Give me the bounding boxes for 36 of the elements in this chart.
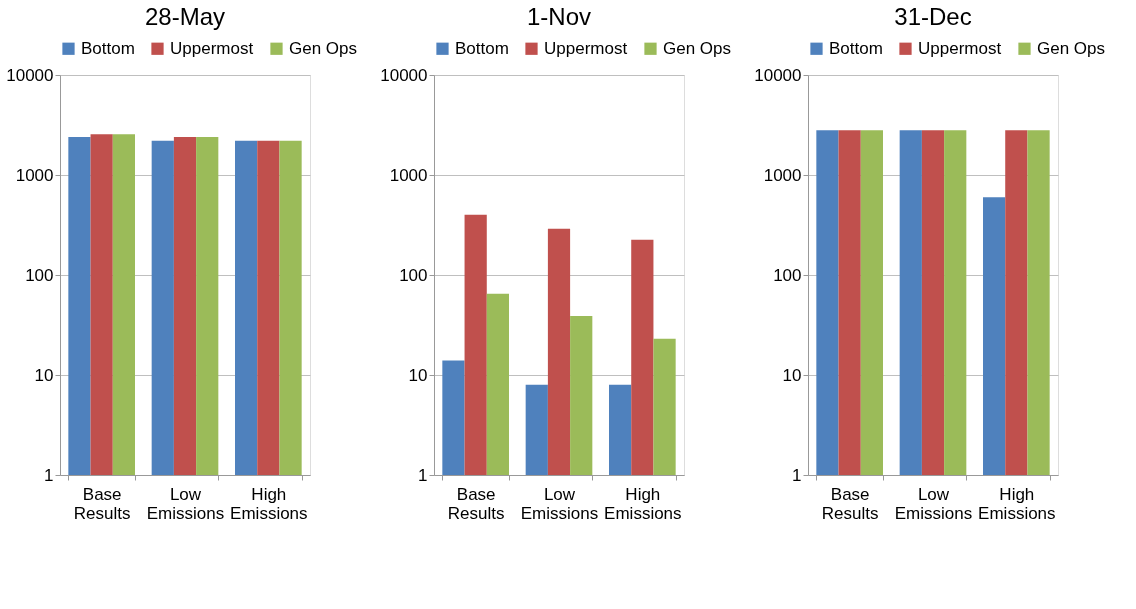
x-tick-label: Base Results — [447, 484, 505, 523]
y-tick-label: 10000 — [380, 65, 428, 85]
chart-title: 28-May — [144, 3, 226, 30]
y-tick-label: 1000 — [389, 165, 428, 185]
x-tick-label: High Emissions — [978, 484, 1056, 523]
legend-label: Uppermost — [544, 38, 628, 58]
x-tick-label: Base Results — [821, 484, 879, 523]
legend-label: Bottom — [829, 38, 883, 58]
y-tick-label: 100 — [25, 265, 54, 285]
legend-label: Bottom — [81, 38, 135, 58]
legend-label: Gen Ops — [663, 38, 732, 58]
y-tick-label: 1 — [44, 465, 54, 485]
legend-label: Bottom — [455, 38, 509, 58]
legend-label: Gen Ops — [1037, 38, 1106, 58]
x-tick-label: Low Emissions — [520, 484, 599, 523]
y-tick-label: 10 — [782, 365, 802, 385]
x-tick-label: Low Emissions — [894, 484, 973, 523]
y-tick-label: 1 — [418, 465, 428, 485]
y-tick-label: 10 — [408, 365, 428, 385]
chart-title: 31-Dec — [894, 3, 972, 30]
legend-label: Uppermost — [170, 38, 254, 58]
x-tick-label: High Emissions — [230, 484, 308, 523]
y-tick-label: 1000 — [763, 165, 802, 185]
y-tick-label: 1000 — [15, 165, 54, 185]
x-tick-label: Low Emissions — [146, 484, 225, 523]
y-tick-label: 100 — [399, 265, 428, 285]
y-tick-label: 10 — [34, 365, 54, 385]
y-tick-label: 100 — [773, 265, 802, 285]
y-tick-label: 1 — [792, 465, 802, 485]
x-tick-label: Base Results — [73, 484, 131, 523]
legend-label: Gen Ops — [289, 38, 358, 58]
legend-label: Uppermost — [918, 38, 1002, 58]
y-tick-label: 10000 — [754, 65, 802, 85]
y-tick-label: 10000 — [6, 65, 54, 85]
chart-title: 1-Nov — [526, 3, 592, 30]
x-tick-label: High Emissions — [604, 484, 682, 523]
